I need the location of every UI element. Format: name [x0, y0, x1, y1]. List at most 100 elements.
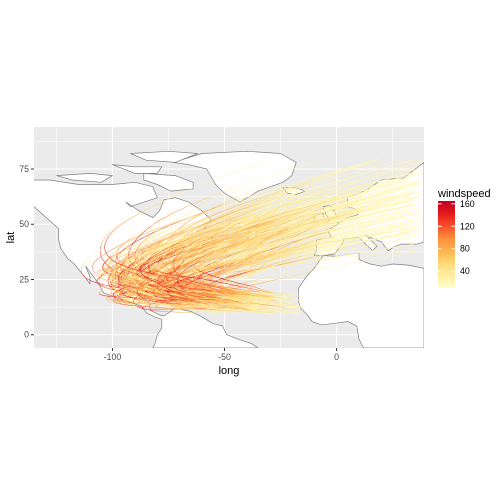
track-segment [343, 262, 353, 265]
track-segment [237, 304, 241, 306]
track-segment [408, 248, 424, 251]
track-segment [239, 289, 246, 291]
track-segment [338, 244, 350, 247]
track-segment [240, 271, 247, 274]
track-segment [343, 174, 358, 180]
track-segment [252, 282, 259, 284]
track-segment [248, 196, 260, 201]
track-segment [244, 290, 251, 292]
track-segment [309, 234, 322, 239]
track-segment [229, 203, 240, 208]
track-segment [346, 255, 359, 258]
track-segment [245, 253, 255, 257]
track-segment [203, 310, 209, 313]
track-segment [163, 214, 171, 218]
track-segment [239, 273, 245, 276]
track-segment [408, 171, 424, 176]
track-segment [242, 209, 253, 214]
track-segment [270, 262, 279, 265]
track-segment [104, 235, 108, 239]
track-segment [280, 262, 290, 265]
land-polygon [172, 150, 297, 203]
track-segment [154, 298, 161, 300]
track-segment [311, 197, 325, 202]
track-segment [336, 264, 345, 267]
track-segment [136, 238, 142, 242]
track-segment [172, 221, 181, 225]
track-segment [132, 295, 135, 298]
track-segment [104, 251, 109, 255]
track-segment [173, 235, 179, 239]
track-segment [270, 204, 283, 209]
track-segment [338, 233, 352, 237]
track-segment [267, 241, 275, 244]
track-segment [293, 180, 306, 186]
track-segment [264, 306, 269, 308]
track-segment [176, 253, 185, 257]
track-segment [396, 253, 408, 256]
track-segment [200, 196, 210, 201]
track-segment [357, 254, 371, 257]
track-segment [376, 256, 387, 259]
track-segment [276, 265, 286, 269]
track-segment [216, 280, 222, 282]
track-segment [355, 218, 368, 222]
track-segment [335, 250, 347, 254]
track-segment [403, 228, 421, 231]
track-segment [259, 282, 265, 284]
track-segment [281, 184, 294, 190]
track-segment [305, 176, 319, 182]
track-segment [233, 313, 240, 315]
track-segment [309, 200, 321, 205]
track-segment [137, 234, 142, 238]
track-segment [230, 308, 237, 310]
track-segment [252, 194, 266, 199]
track-segment [100, 255, 103, 259]
track-segment [101, 257, 104, 261]
track-segment [123, 289, 126, 292]
track-segment [205, 235, 215, 240]
track-segment [297, 258, 307, 262]
track-segment [285, 311, 292, 313]
track-segment [134, 293, 138, 296]
track-segment [271, 278, 277, 281]
track-segment [143, 257, 146, 260]
track-segment [170, 210, 178, 215]
track-segment [258, 200, 270, 205]
track-segment [251, 177, 264, 182]
track-segment [342, 241, 356, 245]
track-segment [378, 213, 392, 217]
track-segment [196, 210, 207, 215]
track-segment [165, 224, 173, 228]
track-segment [109, 229, 114, 233]
track-segment [280, 309, 285, 312]
track-segment [153, 220, 159, 225]
track-segment [220, 265, 230, 268]
track-segment [104, 267, 109, 270]
track-segment [268, 308, 275, 310]
track-segment [361, 174, 377, 179]
track-segment [268, 267, 278, 270]
track-segment [310, 245, 324, 249]
track-segment [165, 300, 170, 302]
track-segment [191, 243, 200, 247]
track-segment [208, 311, 214, 314]
track-segment [379, 192, 395, 197]
track-segment [222, 312, 229, 314]
track-segment [146, 232, 153, 236]
track-segment [327, 251, 339, 255]
track-segment [318, 267, 325, 270]
track-segment [112, 280, 115, 283]
track-segment [310, 173, 326, 179]
track-segment [295, 273, 301, 276]
track-segment [108, 284, 111, 287]
track-segment [212, 272, 219, 276]
track-segment [238, 276, 245, 280]
track-segment [210, 278, 215, 281]
track-segment [330, 178, 345, 184]
track-segment [294, 262, 305, 265]
track-segment [123, 242, 128, 246]
track-segment [177, 218, 188, 222]
track-segment [296, 177, 311, 183]
